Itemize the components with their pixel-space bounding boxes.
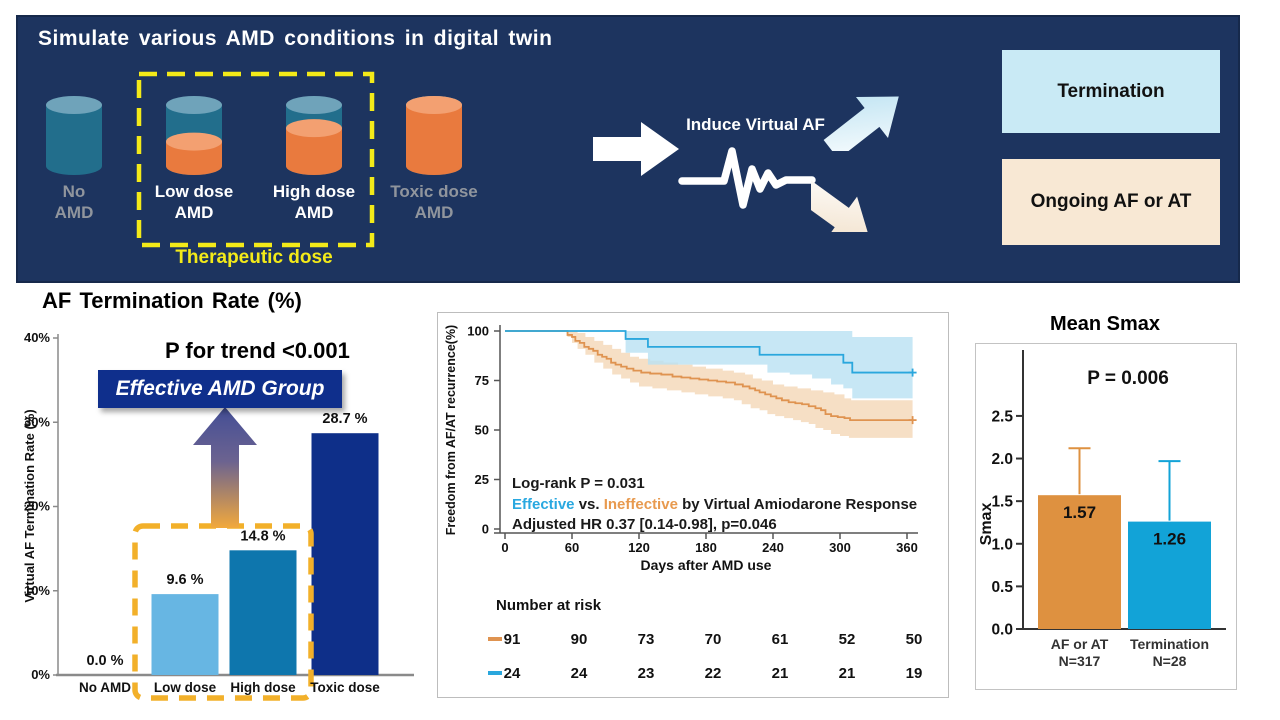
therapeutic-dose-box: [136, 71, 375, 248]
effective-amd-badge: Effective AMD Group: [98, 370, 342, 408]
condition-low-dose: Low dose AMD: [134, 95, 254, 223]
group-comparison: Effective vs. Ineffective by Virtual Ami…: [512, 495, 918, 513]
svg-text:180: 180: [695, 540, 717, 555]
svg-text:28.7 %: 28.7 %: [322, 411, 367, 427]
svg-text:Toxic dose: Toxic dose: [310, 680, 380, 695]
svg-text:50: 50: [906, 631, 923, 648]
svg-text:73: 73: [638, 631, 655, 648]
svg-text:19: 19: [906, 665, 923, 682]
svg-text:9.6 %: 9.6 %: [166, 572, 203, 588]
svg-text:75: 75: [475, 373, 489, 388]
svg-text:0: 0: [501, 540, 508, 555]
svg-text:Smax: Smax: [978, 503, 995, 546]
svg-text:Low dose: Low dose: [154, 680, 217, 695]
therapeutic-dose-label: Therapeutic dose: [175, 247, 333, 268]
p-for-trend: P for trend <0.001: [165, 338, 350, 363]
flow-arrow-icon: [593, 122, 679, 176]
svg-text:61: 61: [772, 631, 789, 648]
svg-text:0.0: 0.0: [991, 622, 1013, 639]
svg-text:2.0: 2.0: [991, 451, 1013, 468]
svg-text:2.5: 2.5: [991, 408, 1013, 425]
svg-text:Termination: Termination: [1130, 636, 1209, 652]
km-plot-card: 0 60 120 180 240 300 360 0 25 50 75 100 Days after A…: [437, 312, 949, 698]
logrank-p: Log-rank P = 0.031: [512, 475, 645, 492]
svg-text:0.5: 0.5: [991, 579, 1013, 596]
cylinder-icon: [406, 96, 462, 175]
svg-text:40%: 40%: [24, 330, 50, 345]
svg-text:No AMD: No AMD: [79, 680, 131, 695]
svg-text:1.26: 1.26: [1153, 530, 1186, 549]
svg-text:360: 360: [896, 540, 918, 555]
condition-toxic-dose: Toxic dose AMD: [374, 95, 494, 223]
svg-text:30%: 30%: [24, 414, 50, 429]
svg-text:25: 25: [475, 472, 489, 487]
af-termination-chart: AF Termination Rate (%) 0% 10% 20% 30% 40% Vi…: [20, 288, 432, 720]
svg-text:91: 91: [504, 631, 521, 648]
cylinder-label: Toxic dose AMD: [390, 182, 478, 222]
outcome-ongoing-af: Ongoing AF or AT: [1002, 159, 1220, 245]
svg-text:100: 100: [467, 324, 489, 339]
svg-text:21: 21: [839, 665, 856, 682]
svg-text:Freedom from AF/AT recurrence(: Freedom from AF/AT recurrence(%): [444, 325, 458, 535]
svg-text:0: 0: [482, 522, 489, 537]
svg-text:Days after AMD use: Days after AMD use: [641, 557, 772, 573]
induce-virtual-af-label: Induce Virtual AF: [686, 115, 825, 134]
svg-text:21: 21: [772, 665, 789, 682]
simulation-panel: Simulate various AMD conditions in digit…: [16, 15, 1240, 283]
svg-text:AF or AT: AF or AT: [1051, 636, 1109, 652]
ecg-waveform-icon: [678, 147, 816, 209]
svg-text:24: 24: [504, 665, 521, 682]
smax-chart-title: Mean Smax: [1049, 313, 1161, 335]
svg-text:90: 90: [571, 631, 588, 648]
svg-text:300: 300: [829, 540, 851, 555]
smax-chart-canvas: 0.0 0.5 1.0 1.5 2.0 2.5 Smax 1.57 AF or ATN=317 1…: [978, 350, 1226, 669]
cylinder-icon: [166, 96, 222, 175]
panel-title: Simulate various AMD conditions in digit…: [38, 27, 553, 50]
svg-text:10%: 10%: [24, 583, 50, 598]
svg-text:120: 120: [628, 540, 650, 555]
cylinder-icon: [286, 96, 342, 175]
outcome-termination: Termination: [1002, 50, 1220, 133]
svg-text:22: 22: [705, 665, 722, 682]
svg-text:0.0 %: 0.0 %: [86, 653, 123, 669]
svg-text:70: 70: [705, 631, 722, 648]
svg-text:1.0: 1.0: [991, 536, 1013, 553]
cylinder-label: No AMD: [54, 182, 94, 222]
bar-chart-canvas: 0% 10% 20% 30% 40% Virtual AF Termination Rat…: [22, 330, 414, 701]
chart-title: AF Termination Rate (%): [42, 288, 302, 313]
svg-text:240: 240: [762, 540, 784, 555]
svg-text:23: 23: [638, 665, 655, 682]
svg-text:50: 50: [475, 423, 489, 438]
km-annotations: Log-rank P = 0.031 Effective vs. Ineffec…: [512, 474, 917, 536]
svg-text:14.8 %: 14.8 %: [240, 528, 285, 544]
km-chart-canvas: 0 60 120 180 240 300 360 0 25 50 75 100 Days after A…: [444, 324, 923, 683]
adjusted-hr: Adjusted HR 0.37 [0.14-0.98], p=0.046: [512, 516, 777, 533]
arrow-to-termination-icon: [823, 96, 899, 151]
arrow-to-ongoing-icon: [811, 177, 870, 232]
condition-high-dose: High dose AMD: [254, 95, 374, 223]
svg-text:20%: 20%: [24, 499, 50, 514]
svg-text:N=317: N=317: [1059, 653, 1101, 669]
svg-text:1.5: 1.5: [991, 494, 1013, 511]
svg-text:Number at risk: Number at risk: [496, 597, 602, 614]
condition-no-amd: No AMD: [14, 95, 134, 223]
smax-chart-card: 0.0 0.5 1.0 1.5 2.0 2.5 Smax 1.57 AF or AT N=317 1…: [975, 343, 1237, 690]
svg-text:P = 0.006: P = 0.006: [1087, 368, 1169, 389]
svg-text:High dose: High dose: [230, 680, 296, 695]
svg-text:52: 52: [839, 631, 856, 648]
svg-text:24: 24: [571, 665, 588, 682]
cylinder-icon: [46, 96, 102, 175]
cylinder-label: High dose AMD: [272, 182, 356, 222]
svg-text:1.57: 1.57: [1063, 503, 1096, 522]
cylinder-label: Low dose AMD: [154, 182, 234, 222]
svg-text:0%: 0%: [31, 667, 50, 682]
svg-text:Virtual AF Termination Rate (%: Virtual AF Termination Rate (%): [22, 409, 37, 602]
svg-text:N=28: N=28: [1153, 653, 1187, 669]
svg-text:60: 60: [565, 540, 579, 555]
